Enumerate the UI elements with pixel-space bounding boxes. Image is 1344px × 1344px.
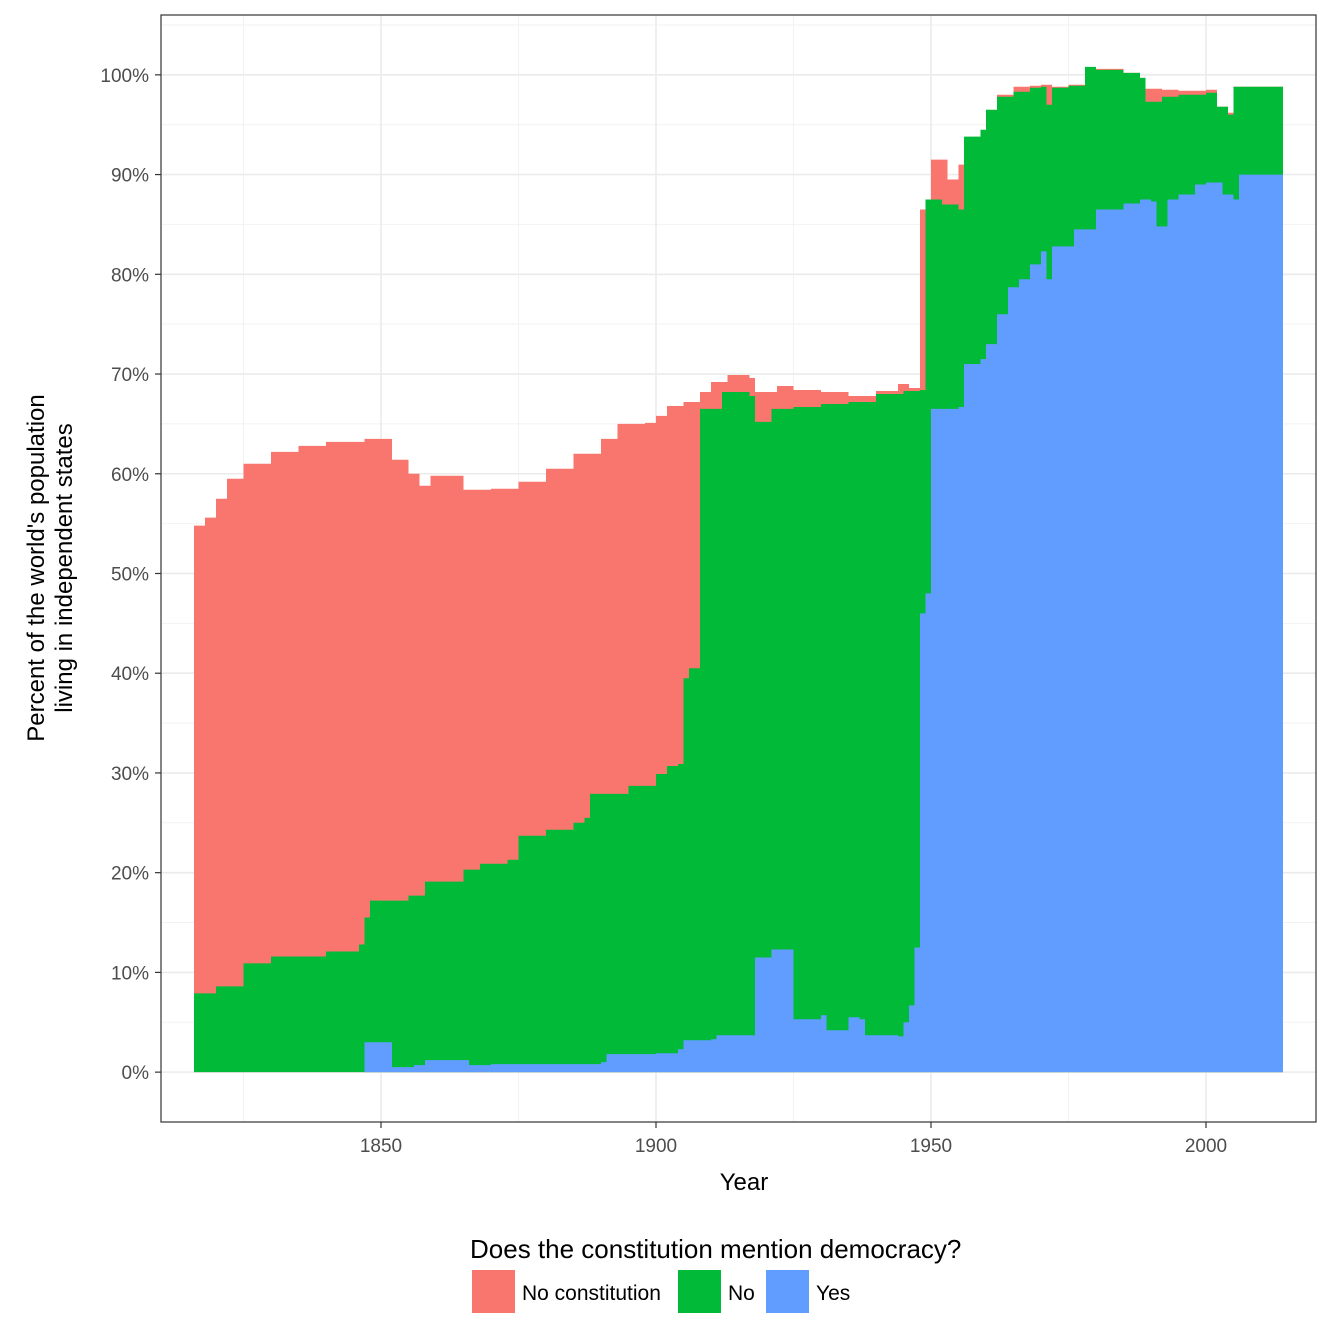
legend-label-no-constitution: No constitution [522,1282,661,1305]
y-tick-label: 30% [111,764,149,785]
area-series-group [194,66,1283,1073]
x-tick-label: 1950 [910,1136,952,1157]
legend-label-yes: Yes [816,1282,850,1305]
y-axis-title-line-1: Percent of the world's population [23,394,50,741]
x-tick-label: 1850 [360,1136,402,1157]
y-tick-label: 90% [111,166,149,187]
area-yes [194,169,1283,1073]
y-tick-label: 10% [111,963,149,984]
legend-swatch-no [678,1270,721,1313]
x-axis: 1850 1900 1950 2000 [360,1122,1227,1157]
y-axis: 0% 10% 20% 30% 40% 50% 60% 70% 80% 90% 100% [100,66,161,1084]
y-axis-title: Percent of the world's population living… [23,394,78,741]
y-tick-label: 60% [111,465,149,486]
y-tick-label: 80% [111,265,149,286]
y-tick-label: 20% [111,864,149,885]
x-tick-label: 1900 [635,1136,677,1157]
y-axis-title-line-2: living in independent states [51,423,78,713]
legend-title: Does the constitution mention democracy? [470,1234,961,1264]
y-tick-label: 40% [111,664,149,685]
legend-swatch-yes [766,1270,809,1313]
y-tick-label: 100% [100,66,149,87]
legend-label-no: No [728,1282,755,1305]
plot-panel-border [160,14,1317,1123]
legend-swatch-no-constitution [472,1270,515,1313]
legend: Does the constitution mention democracy?… [470,1234,961,1313]
y-tick-label: 50% [111,564,149,585]
x-axis-title: Year [720,1169,769,1196]
x-tick-label: 2000 [1185,1136,1227,1157]
y-tick-label: 0% [122,1063,150,1084]
y-tick-label: 70% [111,365,149,386]
